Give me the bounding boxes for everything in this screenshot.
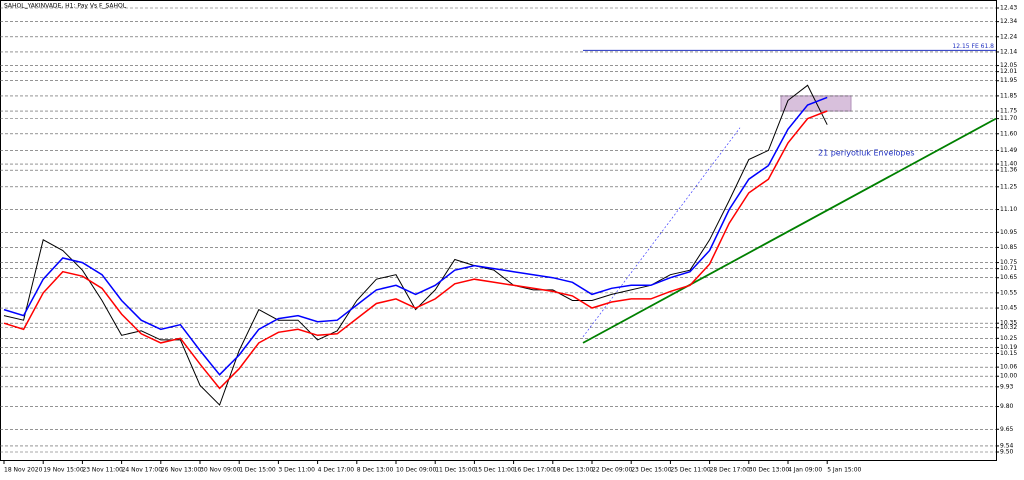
- y-tick-label: 9.80: [1000, 403, 1014, 410]
- x-tick-label: 18 Nov 2020: [4, 467, 43, 474]
- y-tick-label: 11.95: [1000, 77, 1017, 84]
- x-tick-label: 10 Dec 09:00: [396, 467, 437, 474]
- x-tick-label: 25 Dec 11:00: [670, 467, 711, 474]
- y-tick-label: 12.05: [1000, 62, 1017, 69]
- x-tick-label: 4 Jan 09:00: [788, 467, 822, 474]
- trendline: [582, 117, 997, 344]
- y-tick-label: 12.43: [1000, 5, 1017, 12]
- x-tick-label: 16 Dec 17:00: [514, 467, 555, 474]
- x-tick-label: 23 Nov 11:00: [82, 467, 123, 474]
- y-tick-label: 10.19: [1000, 344, 1017, 351]
- y-tick-label: 10.95: [1000, 229, 1017, 236]
- y-tick-label: 11.60: [1000, 130, 1017, 137]
- y-tick-label: 10.75: [1000, 259, 1017, 266]
- x-tick-label: 4 Dec 17:00: [318, 467, 355, 474]
- y-tick-label: 10.00: [1000, 373, 1017, 380]
- y-tick-label: 10.32: [1000, 324, 1017, 331]
- y-tick-label: 9.54: [1000, 442, 1014, 449]
- series-line: [3, 84, 828, 406]
- x-tick-label: 19 Nov 15:00: [43, 467, 84, 474]
- series-line: [3, 96, 828, 376]
- y-tick-label: 12.24: [1000, 33, 1017, 40]
- x-tick-label: 30 Dec 13:00: [749, 467, 790, 474]
- y-tick-label: 10.45: [1000, 305, 1017, 312]
- y-tick-label: 10.55: [1000, 289, 1017, 296]
- x-tick-label: 8 Dec 13:00: [357, 467, 394, 474]
- chart-title: SAHOL_YAKINVADE, H1: Pay Vs F_SAHOL: [4, 3, 127, 10]
- y-tick-label: 11.25: [1000, 183, 1017, 190]
- y-tick-label: 11.75: [1000, 108, 1017, 115]
- fibo-label: 12.15 FE 61.8: [952, 43, 994, 50]
- x-tick-label: 5 Jan 15:00: [827, 467, 861, 474]
- x-tick-label: 1 Dec 15:00: [239, 467, 276, 474]
- y-tick-label: 11.49: [1000, 147, 1017, 154]
- y-tick-label: 9.50: [1000, 449, 1014, 456]
- y-tick-label: 9.65: [1000, 426, 1014, 433]
- x-tick-label: 24 Nov 17:00: [122, 467, 163, 474]
- y-tick-label: 10.06: [1000, 364, 1017, 371]
- y-tick-label: 10.85: [1000, 244, 1017, 251]
- y-tick-label: 11.70: [1000, 115, 1017, 122]
- x-tick-label: 11 Dec 15:00: [435, 467, 476, 474]
- series-line: [3, 110, 828, 390]
- y-tick-label: 10.65: [1000, 274, 1017, 281]
- y-tick-label: 12.34: [1000, 18, 1017, 25]
- x-tick-label: 18 Dec 13:00: [553, 467, 594, 474]
- x-tick-label: 28 Dec 17:00: [710, 467, 751, 474]
- x-tick-label: 26 Nov 13:00: [161, 467, 202, 474]
- y-tick-label: 10.71: [1000, 265, 1017, 272]
- x-tick-label: 30 Nov 09:00: [200, 467, 241, 474]
- y-tick-label: 10.15: [1000, 350, 1017, 357]
- y-tick-label: 9.93: [1000, 383, 1014, 390]
- y-tick-label: 10.35: [1000, 320, 1017, 327]
- x-tick-label: 22 Dec 09:00: [592, 467, 633, 474]
- projection-line: [582, 127, 741, 338]
- y-tick-label: 12.01: [1000, 68, 1017, 75]
- y-tick-label: 10.25: [1000, 335, 1017, 342]
- plot-frame: [0, 0, 997, 461]
- x-tick-label: 15 Dec 11:00: [474, 467, 515, 474]
- y-tick-label: 11.10: [1000, 206, 1017, 213]
- y-tick-label: 11.85: [1000, 92, 1017, 99]
- annotation: 21 periyotluk Envelopes: [818, 149, 915, 158]
- x-tick-label: 23 Dec 15:00: [631, 467, 672, 474]
- y-tick-label: 11.40: [1000, 161, 1017, 168]
- y-tick-label: 12.14: [1000, 48, 1017, 55]
- x-tick-label: 3 Dec 11:00: [278, 467, 315, 474]
- y-tick-label: 11.36: [1000, 167, 1017, 174]
